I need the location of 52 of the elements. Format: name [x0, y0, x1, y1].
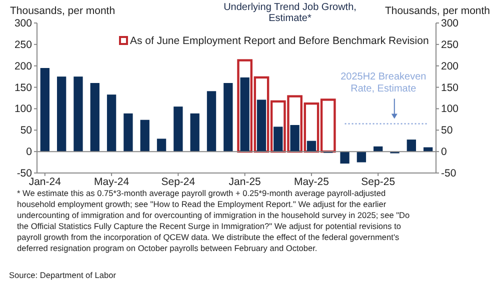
- y-tick-label: 0: [26, 146, 32, 158]
- y-tick-label: 100: [14, 103, 32, 116]
- y2-tick-label: 100: [441, 103, 459, 116]
- y-axis-title: Thousands, per month: [10, 5, 116, 17]
- bar: [340, 152, 350, 164]
- bar: [356, 152, 366, 162]
- ref-line-label: 2025H2 Breakeven Rate, Estimate: [340, 72, 426, 95]
- source-note: Source: Department of Labor: [9, 270, 116, 280]
- bar: [224, 83, 233, 152]
- y2-tick-label: 150: [441, 82, 459, 94]
- x-tick-label: May-24: [94, 176, 130, 188]
- bar: [240, 77, 250, 152]
- text: household employment growth; see "How to Read the Employment Report." We adjust for the earlier: [17, 199, 386, 209]
- legend-label: As of June Employment Report and Before Benchmark Revision: [130, 35, 429, 47]
- bar: [290, 125, 300, 152]
- y-tick-label: 250: [14, 38, 32, 51]
- bar: [40, 68, 50, 152]
- y-tick-label: 300: [14, 18, 32, 30]
- text: undercounting of immigration and for overcounting of immigration in the household survey in 2025; see "Do: [17, 210, 410, 220]
- bar: [124, 113, 133, 152]
- y2-tick-label: 50: [441, 124, 453, 137]
- text: payroll growth from the incorporation of QCEW data. We distribute the effect of the federal government's: [17, 232, 400, 242]
- bar: [106, 94, 116, 152]
- bar: [174, 106, 183, 152]
- bar: [306, 140, 316, 152]
- bar: [156, 138, 166, 152]
- bar: [56, 76, 66, 152]
- y2-tick-label: -50: [441, 168, 456, 180]
- y2-tick-label: 200: [441, 60, 459, 72]
- x-tick-label: Sep-25: [361, 176, 396, 188]
- bar: [74, 76, 83, 152]
- y2-axis-title: Thousands, per month: [384, 5, 490, 17]
- bar: [256, 100, 266, 152]
- bar: [90, 83, 100, 152]
- bar: [140, 120, 150, 152]
- x-tick-label: May-25: [294, 176, 330, 188]
- y-tick-label: 150: [14, 82, 32, 94]
- y-tick-label: 200: [14, 60, 32, 72]
- y2-tick-label: 0: [441, 146, 447, 158]
- y2-tick-label: 300: [441, 18, 459, 30]
- text: the Official Statistics Fully Capture the Recent Surge in Immigration?" We adjust for potential revisions to: [17, 221, 402, 231]
- text: * We estimate this as 0.75*3-month average payroll growth + 0.25*9-month average payroll-adjusted: [17, 188, 386, 198]
- bar: [274, 126, 283, 152]
- x-tick-label: Jan-25: [228, 176, 262, 188]
- y-tick-label: 50: [20, 124, 32, 137]
- bar: [406, 140, 416, 152]
- x-tick-label: Sep-24: [161, 176, 196, 188]
- y2-tick-label: 250: [441, 38, 459, 51]
- bar: [190, 113, 200, 152]
- bar: [206, 91, 216, 152]
- chart-title: Underlying Trend Job Growth, Estimate*: [224, 2, 356, 24]
- text: deferred resignation program on October payrolls between February and October.: [17, 243, 318, 253]
